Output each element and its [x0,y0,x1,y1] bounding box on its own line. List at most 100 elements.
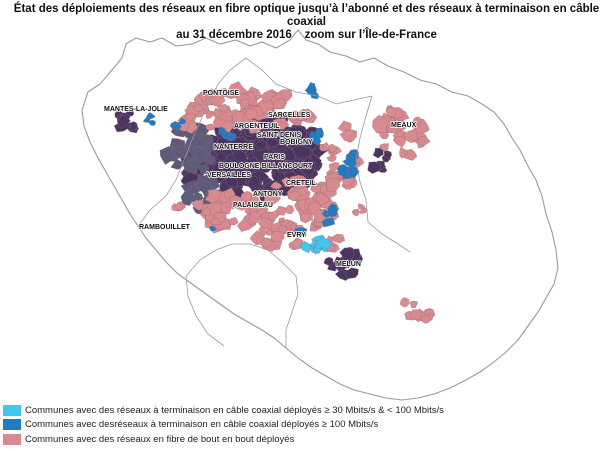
commune-cable-100 [337,164,349,178]
map-title-line2: au 31 décembre 2016 – zoom sur l’Île-de-… [176,29,437,41]
commune-fibre [326,177,340,193]
commune-fibre [330,234,346,244]
city-labels: PONTOISE SARCELLES MANTES-LA-JOLIE ARGENTEU… [103,89,417,269]
commune-fibre [206,202,223,217]
city-label-evry: EVRY [287,232,306,239]
commune-fibre [289,223,298,230]
city-label-rambouillet: RAMBOUILLET [139,224,191,231]
commune-cable-100 [218,126,227,135]
commune-fibre [300,212,313,224]
commune-fibre-and-cable [339,247,355,260]
legend: Communes avec des réseaux à terminaison … [3,403,444,447]
city-label-nanterre: NANTERRE [214,144,253,151]
departement-border [185,275,225,347]
legend-label-cable-100: Communes avec desréseaux à terminaison e… [25,419,379,431]
commune-fibre [417,135,431,146]
commune-fibre [410,300,418,308]
commune-fibre [339,129,358,143]
city-label-melun: MELUN [336,261,361,268]
commune-fibre [228,216,239,226]
commune-fibre [342,176,355,188]
commune-fibre [261,237,273,249]
commune-fibre [399,296,410,307]
city-label-paris: PARIS [264,154,285,161]
commune-cable-30 [299,240,312,253]
commune-fibre-and-cable [287,125,308,141]
departement-border [245,57,373,105]
commune-fibre [229,195,247,211]
legend-item-cable-100: Communes avec desréseaux à terminaison e… [3,418,444,433]
commune-fibre [329,162,340,172]
commune-fibre [329,143,337,154]
commune-cable-100 [324,210,332,217]
commune-fibre-and-cable [301,156,316,171]
commune-fibre [276,205,287,216]
commune-fibre-and-cable [221,166,234,177]
commune-fibre-and-cable [337,263,347,272]
commune-fibre [212,107,224,119]
commune-fibre [205,189,222,204]
city-label-antony: ANTONY [253,191,283,198]
legend-swatch-cable-100 [3,419,21,431]
city-label-saint-denis: SAINT-DENIS [257,132,302,139]
commune-cable-100 [149,119,156,126]
commune-fibre [287,190,301,202]
city-label-boulogne: BOULOGNE-BILLANCOURT [219,163,313,170]
commune-cable-100 [173,122,182,131]
commune-fibre [276,121,287,130]
city-label-creteil: CRETEIL [286,180,317,187]
commune-fibre-and-cable [323,256,334,267]
commune-fibre [372,115,390,134]
commune-fibre-and-cable [117,114,131,129]
city-label-meaux: MEAUX [391,122,417,129]
commune-fibre [210,216,223,226]
commune-fibre [205,110,215,119]
city-label-sarcelles: SARCELLES [268,112,311,119]
commune-fibre [274,89,293,102]
city-label-mantes: MANTES-LA-JOLIE [104,106,168,113]
commune-cable-100 [146,112,156,120]
commune-fibre-and-cable [247,175,261,189]
commune-cable-100 [179,117,187,125]
city-label-palaiseau: PALAISEAU [233,202,273,209]
departement-border [137,57,247,227]
departement-borders [137,57,411,348]
commune-fibre [263,189,281,205]
commune-fibre-and-cable [129,121,138,131]
commune-layer [113,81,436,324]
legend-swatch-cable-30 [3,404,21,416]
map-title: État des déploiements des réseaux en fib… [0,3,613,42]
commune-fibre [410,309,423,320]
commune-fibre [174,202,184,211]
commune-fibre [413,116,422,129]
commune-fibre [321,142,330,152]
commune-fibre [201,207,211,216]
commune-cable-100 [321,218,336,228]
commune-cable-30 [315,237,333,250]
commune-fibre-and-cable [216,151,228,163]
commune-fibre [270,230,285,242]
legend-item-fibre: Communes avec des réseaux en fibre de bo… [3,432,444,447]
commune-fibre-and-cable [232,149,248,163]
commune-fibre [258,227,267,237]
commune-fibre [399,146,409,159]
commune-fibre [257,204,269,215]
commune-fibre [258,216,273,230]
legend-label-cable-30: Communes avec des réseaux à terminaison … [25,404,444,416]
commune-fibre-and-cable [224,176,238,188]
commune-fibre [281,177,294,188]
city-label-bobigny: BOBIGNY [280,139,313,146]
city-label-versailles: VERSAILLES [207,172,251,179]
commune-fibre [270,181,283,190]
legend-swatch-fibre [3,433,21,445]
commune-cable-100 [304,84,317,95]
commune-fibre [295,177,312,189]
commune-fibre-and-cable [291,145,311,160]
commune-fibre [351,208,361,217]
commune-fibre [385,106,397,117]
commune-fibre-and-cable-slate [198,162,210,175]
commune-cable-100 [228,133,236,142]
commune-fibre [249,211,261,224]
city-label-argenteuil: ARGENTEUIL [234,123,280,130]
